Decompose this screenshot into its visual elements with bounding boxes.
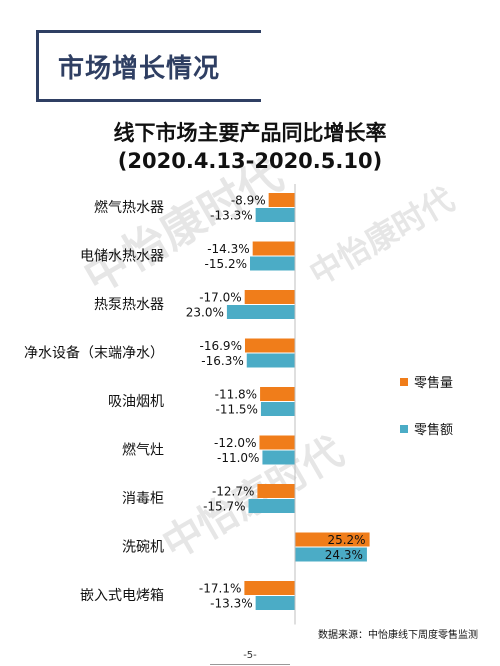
data-label: -13.3% [210,597,252,611]
category-label: 电储水热水器 [80,249,164,265]
section-header-frame [36,30,261,102]
category-label: 消毒柜 [122,491,164,507]
data-label: -12.0% [214,436,256,450]
data-source-note: 数据来源：中怡康线下周度零售监测 [318,630,478,641]
data-label: -11.0% [217,451,259,465]
data-label: -17.0% [199,291,241,305]
legend-swatch [400,425,408,433]
bar-retail-volume [295,532,370,547]
bar-retail-value [295,547,367,562]
data-label: 25.2% [327,533,365,547]
data-label: -11.5% [216,403,258,417]
category-label: 洗碗机 [122,540,164,556]
bar-retail-volume [252,241,295,256]
bar-retail-value [255,596,295,610]
legend-label: 零售量 [414,375,453,391]
data-label: -11.8% [215,388,257,402]
bar-retail-volume [244,338,295,353]
bar-retail-volume [268,193,295,207]
bar-retail-volume [244,581,295,595]
data-label: -13.3% [210,209,252,223]
category-label: 燃气热水器 [94,199,164,216]
bar-retail-volume [260,387,295,401]
data-label: -14.3% [207,242,249,256]
data-label: -8.9% [231,194,266,208]
category-label: 嵌入式电烤箱 [80,588,164,604]
data-label: -16.9% [200,339,242,353]
bar-retail-value [246,353,295,368]
page-number: -5- [0,650,500,665]
bar-retail-value [260,402,295,416]
legend-swatch [400,378,408,386]
data-label: -15.2% [205,257,247,271]
bar-retail-value [250,256,295,271]
chart-title: 线下市场主要产品同比增长率 [113,121,387,145]
chart-subtitle: (2020.4.13-2020.5.10) [117,149,383,173]
bar-retail-volume [259,435,295,450]
category-label: 热泵热水器 [94,297,164,313]
bar-retail-value [248,499,295,513]
legend-label: 零售额 [414,422,453,438]
data-label: -15.7% [203,500,245,514]
data-label: 23.0% [186,306,224,320]
data-label: -12.7% [212,485,254,499]
category-label: 吸油烟机 [108,394,164,410]
section-title: 市场增长情况 [58,54,221,84]
bar-retail-volume [244,290,295,304]
data-label: -16.3% [201,354,243,368]
bar-retail-value [262,450,295,465]
category-label: 燃气灶 [122,442,164,459]
data-label: 24.3% [325,548,363,562]
category-label: 净水设备（末端净水） [24,345,164,362]
bar-retail-value [226,305,295,319]
bar-retail-value [255,208,295,222]
bar-retail-volume [257,484,295,498]
data-label: -17.1% [199,582,241,596]
